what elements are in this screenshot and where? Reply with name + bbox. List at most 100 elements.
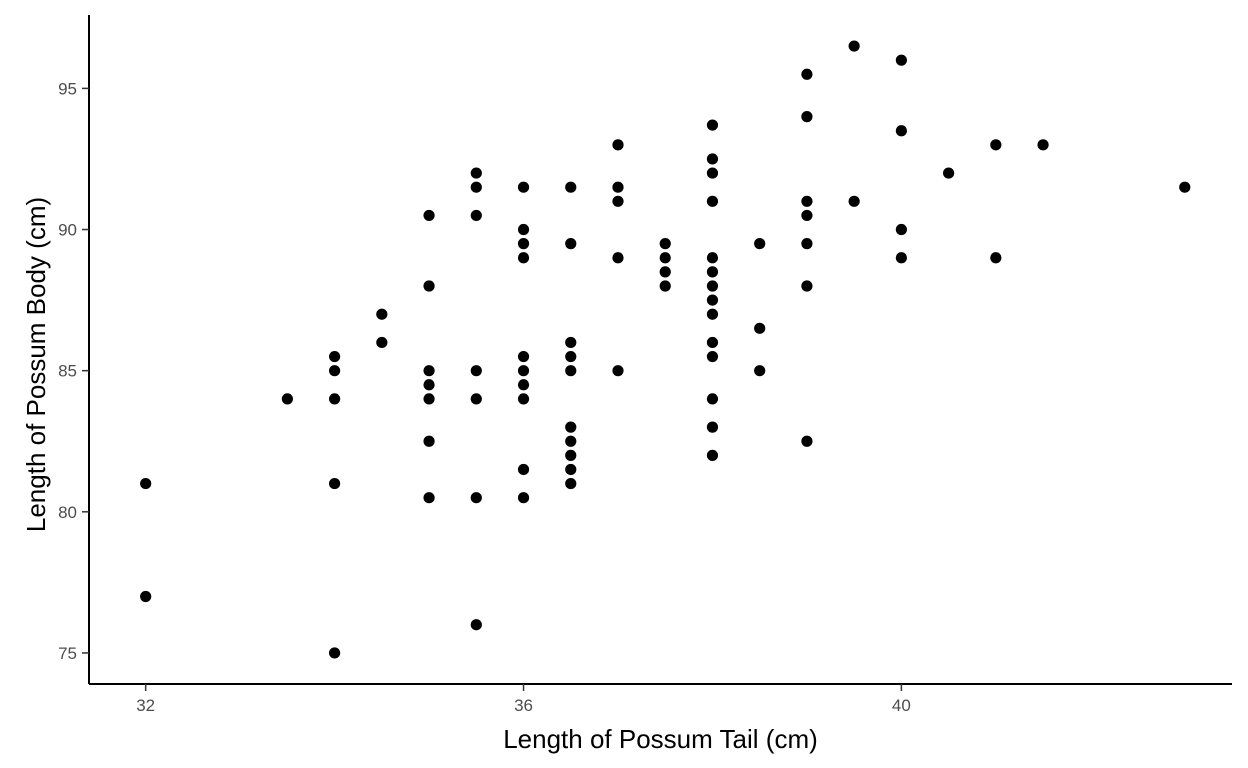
data-point bbox=[329, 393, 341, 405]
data-point bbox=[423, 492, 435, 504]
data-point bbox=[376, 308, 388, 320]
data-point bbox=[470, 209, 482, 222]
data-point bbox=[659, 266, 671, 278]
data-point bbox=[565, 463, 577, 476]
data-point bbox=[565, 477, 577, 490]
data-point bbox=[517, 463, 530, 476]
x-axis-title: Length of Possum Tail (cm) bbox=[503, 724, 818, 754]
data-point bbox=[140, 477, 152, 490]
data-point bbox=[754, 322, 766, 334]
data-point bbox=[281, 393, 293, 405]
data-point bbox=[517, 252, 530, 264]
data-point bbox=[895, 252, 907, 264]
data-point bbox=[329, 365, 341, 377]
y-axis-title: Length of Possum Body (cm) bbox=[21, 197, 51, 532]
data-point bbox=[706, 119, 719, 131]
data-point bbox=[565, 365, 577, 377]
data-point bbox=[706, 280, 719, 292]
data-point bbox=[423, 280, 435, 292]
y-tick-label: 80 bbox=[58, 503, 77, 522]
x-axis-ticks: 32 36 40 bbox=[136, 684, 911, 715]
data-point bbox=[848, 40, 860, 52]
data-point bbox=[517, 223, 530, 236]
data-point bbox=[801, 195, 813, 207]
points-layer bbox=[140, 40, 1191, 659]
data-point bbox=[1037, 139, 1049, 151]
data-point bbox=[565, 350, 577, 363]
data-point bbox=[423, 365, 435, 377]
data-point bbox=[612, 139, 624, 151]
data-point bbox=[706, 167, 719, 179]
data-point bbox=[706, 393, 719, 405]
data-point bbox=[565, 181, 577, 193]
data-point bbox=[517, 379, 530, 391]
data-point bbox=[801, 435, 813, 447]
data-point bbox=[801, 209, 813, 222]
data-point bbox=[565, 435, 577, 447]
data-point bbox=[612, 252, 624, 264]
data-point bbox=[423, 393, 435, 405]
data-point bbox=[470, 393, 482, 405]
data-point bbox=[470, 619, 482, 631]
data-point bbox=[612, 195, 624, 207]
data-point bbox=[706, 294, 719, 306]
data-point bbox=[517, 492, 530, 504]
data-point bbox=[801, 111, 813, 123]
data-point bbox=[517, 393, 530, 405]
y-tick-label: 75 bbox=[58, 644, 77, 663]
data-point bbox=[565, 336, 577, 349]
data-point bbox=[470, 492, 482, 504]
data-point bbox=[706, 266, 719, 278]
data-point bbox=[517, 181, 530, 193]
data-point bbox=[423, 435, 435, 447]
data-point bbox=[801, 280, 813, 292]
data-point bbox=[706, 336, 719, 349]
y-tick-label: 85 bbox=[58, 362, 77, 381]
data-point bbox=[895, 54, 907, 66]
data-point bbox=[659, 252, 671, 264]
data-point bbox=[801, 238, 813, 250]
x-tick-label: 32 bbox=[136, 696, 155, 715]
data-point bbox=[612, 181, 624, 193]
data-point bbox=[706, 153, 719, 165]
data-point bbox=[329, 477, 341, 490]
data-point bbox=[140, 590, 152, 603]
data-point bbox=[848, 195, 860, 207]
data-point bbox=[706, 421, 719, 433]
data-point bbox=[612, 365, 624, 377]
y-tick-label: 95 bbox=[58, 79, 77, 98]
data-point bbox=[1179, 181, 1191, 193]
data-point bbox=[517, 238, 530, 250]
data-point bbox=[470, 365, 482, 377]
y-axis-ticks: 75 80 85 90 95 bbox=[58, 79, 89, 663]
data-point bbox=[990, 139, 1002, 151]
data-point bbox=[470, 181, 482, 193]
data-point bbox=[706, 308, 719, 320]
data-point bbox=[470, 167, 482, 179]
data-point bbox=[754, 365, 766, 377]
data-point bbox=[329, 350, 341, 363]
data-point bbox=[990, 252, 1002, 264]
data-point bbox=[943, 167, 955, 179]
data-point bbox=[801, 68, 813, 80]
data-point bbox=[565, 421, 577, 433]
data-point bbox=[895, 125, 907, 137]
data-point bbox=[706, 195, 719, 207]
data-point bbox=[565, 449, 577, 461]
data-point bbox=[423, 379, 435, 391]
x-tick-label: 40 bbox=[892, 696, 911, 715]
data-point bbox=[659, 238, 671, 250]
data-point bbox=[329, 647, 341, 659]
data-point bbox=[659, 280, 671, 292]
data-point bbox=[565, 238, 577, 250]
data-point bbox=[517, 350, 530, 363]
data-point bbox=[376, 336, 388, 349]
y-tick-label: 90 bbox=[58, 221, 77, 240]
data-point bbox=[754, 238, 766, 250]
data-point bbox=[706, 252, 719, 264]
data-point bbox=[706, 350, 719, 363]
x-tick-label: 36 bbox=[514, 696, 533, 715]
data-point bbox=[517, 365, 530, 377]
data-point bbox=[423, 209, 435, 222]
